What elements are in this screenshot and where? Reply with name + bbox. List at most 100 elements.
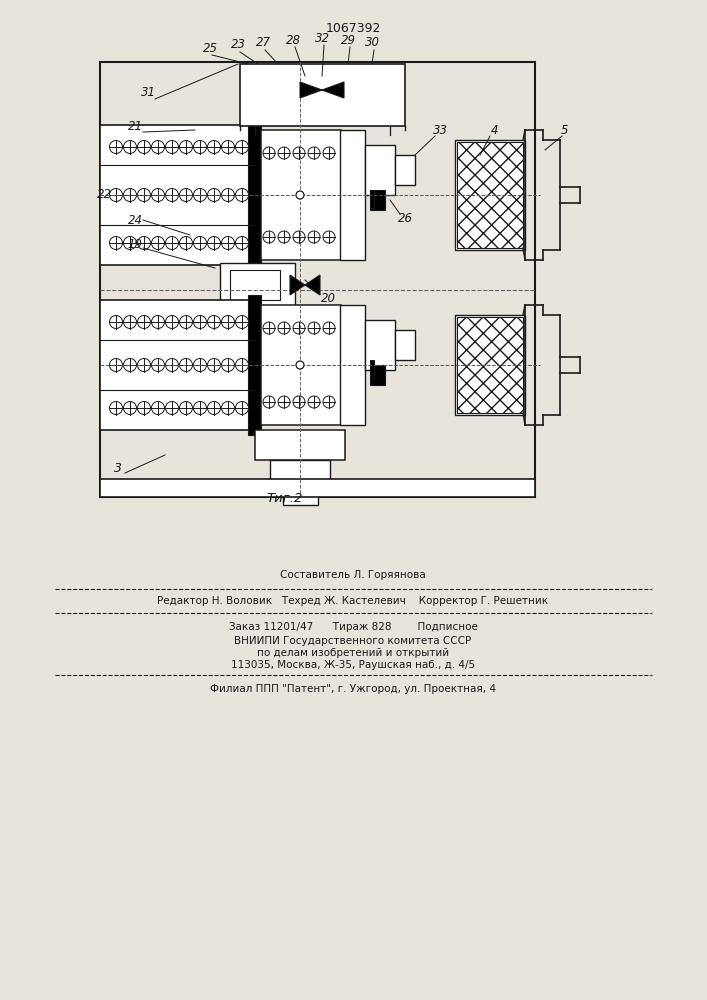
Circle shape — [137, 188, 151, 202]
Text: Филиал ППП "Патент", г. Ужгород, ул. Проектная, 4: Филиал ППП "Патент", г. Ужгород, ул. Про… — [210, 684, 496, 694]
Circle shape — [263, 396, 275, 408]
Circle shape — [194, 359, 206, 371]
Text: по делам изобретений и открытий: по делам изобретений и открытий — [257, 648, 449, 658]
Circle shape — [293, 396, 305, 408]
Text: 19: 19 — [127, 238, 143, 251]
Circle shape — [137, 316, 151, 328]
Text: 32: 32 — [315, 31, 329, 44]
Circle shape — [180, 401, 192, 414]
Circle shape — [110, 140, 122, 153]
Circle shape — [323, 322, 335, 334]
Circle shape — [124, 236, 136, 249]
Circle shape — [323, 396, 335, 408]
Bar — [248, 115, 261, 275]
Bar — [365, 145, 395, 195]
Circle shape — [221, 188, 235, 202]
Text: 28: 28 — [286, 33, 300, 46]
Circle shape — [308, 231, 320, 243]
Circle shape — [278, 322, 290, 334]
Bar — [100, 125, 255, 265]
Circle shape — [180, 236, 192, 249]
Circle shape — [278, 396, 290, 408]
Bar — [395, 330, 415, 360]
Text: 5: 5 — [561, 123, 568, 136]
Circle shape — [110, 188, 122, 202]
Bar — [100, 300, 255, 430]
Text: 30: 30 — [365, 36, 380, 49]
Circle shape — [221, 140, 235, 153]
Circle shape — [293, 322, 305, 334]
Circle shape — [278, 231, 290, 243]
Circle shape — [323, 147, 335, 159]
Polygon shape — [290, 275, 320, 295]
Bar — [457, 317, 523, 413]
Circle shape — [235, 401, 248, 414]
Circle shape — [137, 401, 151, 414]
Text: Редактор Н. Воловик   Техред Ж. Кастелевич    Корректор Г. Решетник: Редактор Н. Воловик Техред Ж. Кастелевич… — [158, 596, 549, 606]
Circle shape — [151, 188, 165, 202]
Text: ВНИИПИ Государственного комитета СССР: ВНИИПИ Государственного комитета СССР — [235, 636, 472, 646]
Circle shape — [194, 188, 206, 202]
Bar — [370, 190, 385, 210]
Polygon shape — [300, 82, 344, 98]
Text: Составитель Л. Горяянова: Составитель Л. Горяянова — [280, 570, 426, 580]
Circle shape — [165, 140, 178, 153]
Circle shape — [194, 140, 206, 153]
Text: 23: 23 — [230, 38, 245, 51]
Circle shape — [308, 322, 320, 334]
Circle shape — [124, 359, 136, 371]
Text: Заказ 11201/47      Тираж 828        Подписное: Заказ 11201/47 Тираж 828 Подписное — [228, 622, 477, 632]
Text: Τиг.2: Τиг.2 — [267, 491, 303, 504]
Circle shape — [180, 188, 192, 202]
Circle shape — [137, 140, 151, 153]
Circle shape — [221, 236, 235, 249]
Text: 26: 26 — [397, 212, 412, 225]
Circle shape — [194, 401, 206, 414]
Bar — [261, 305, 341, 425]
Circle shape — [323, 231, 335, 243]
Bar — [395, 155, 415, 185]
Bar — [261, 130, 341, 260]
Circle shape — [124, 188, 136, 202]
Circle shape — [221, 316, 235, 328]
Text: 22: 22 — [96, 188, 112, 202]
Circle shape — [207, 236, 221, 249]
Circle shape — [263, 147, 275, 159]
Circle shape — [194, 316, 206, 328]
Text: 3: 3 — [114, 462, 122, 475]
Circle shape — [165, 188, 178, 202]
Bar — [240, 64, 405, 126]
Text: 29: 29 — [341, 33, 356, 46]
Bar — [457, 142, 523, 248]
Bar — [220, 263, 295, 307]
Circle shape — [180, 140, 192, 153]
Circle shape — [235, 188, 248, 202]
Circle shape — [207, 316, 221, 328]
Text: 24: 24 — [127, 214, 143, 227]
Circle shape — [293, 231, 305, 243]
Text: 20: 20 — [320, 292, 336, 304]
Circle shape — [151, 359, 165, 371]
Circle shape — [165, 359, 178, 371]
Circle shape — [110, 359, 122, 371]
Bar — [455, 140, 525, 250]
Circle shape — [207, 140, 221, 153]
Bar — [100, 479, 535, 497]
Circle shape — [308, 147, 320, 159]
Circle shape — [221, 359, 235, 371]
Text: 1067392: 1067392 — [325, 21, 380, 34]
Circle shape — [124, 316, 136, 328]
Circle shape — [207, 188, 221, 202]
Circle shape — [308, 396, 320, 408]
Bar — [340, 305, 365, 425]
Circle shape — [235, 359, 248, 371]
Circle shape — [151, 236, 165, 249]
Bar — [455, 315, 525, 415]
Bar — [248, 295, 261, 435]
Text: 33: 33 — [433, 123, 448, 136]
Circle shape — [263, 322, 275, 334]
Text: 4: 4 — [491, 123, 498, 136]
Bar — [100, 62, 535, 497]
Bar — [283, 485, 318, 505]
Circle shape — [151, 140, 165, 153]
